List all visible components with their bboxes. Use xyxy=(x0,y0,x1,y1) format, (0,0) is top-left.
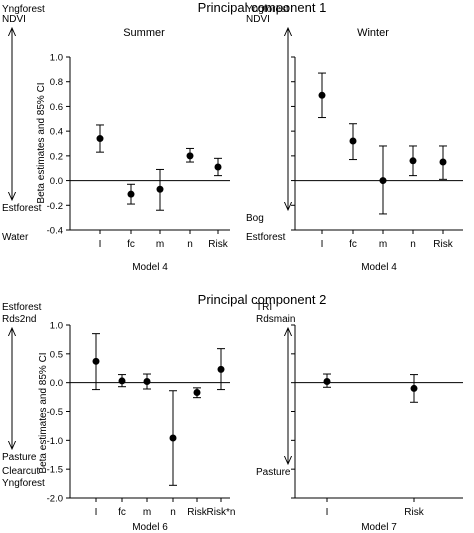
bottom-annotation: Estforest xyxy=(2,203,42,214)
y-tick-label: -0.4 xyxy=(47,226,63,237)
x-tick-label: fc xyxy=(349,239,357,250)
bottom-annotation: Yngforest xyxy=(2,478,45,489)
model-label: Model 4 xyxy=(361,262,397,273)
data-point xyxy=(214,163,222,171)
bottom-annotation: Pasture xyxy=(256,467,291,478)
panel-2: -2.0 -1.5 -1.0 -0.5 0.0 0.5 1.0 I fc m n Risk Risk*n… xyxy=(2,302,235,533)
x-tick-label: m xyxy=(379,239,387,250)
data-point xyxy=(169,434,177,442)
y-axis-label-bottom: Beta estimates and 85% CI xyxy=(38,352,49,473)
x-tick-label: I xyxy=(95,507,98,518)
y-tick-label: -1.5 xyxy=(47,465,63,476)
data-point xyxy=(439,158,447,166)
x-tick-label: Risk xyxy=(208,239,228,250)
bottom-annotation: Pasture xyxy=(2,452,37,463)
x-tick-label: fc xyxy=(127,239,135,250)
x-tick-label: n xyxy=(410,239,416,250)
y-tick-label: 0.5 xyxy=(50,349,63,360)
top-annotation: NDVI xyxy=(246,14,270,25)
section-title-pc1: Principal component 1 xyxy=(198,0,327,15)
y-tick-label: -0.5 xyxy=(47,407,63,418)
bottom-annotation: Bog xyxy=(246,213,264,224)
panel-title-summer: Summer xyxy=(123,27,165,39)
y-tick-label: 0.0 xyxy=(50,378,63,389)
bottom-annotation: Clearcut xyxy=(2,466,39,477)
bottom-annotation: Estforest xyxy=(246,232,286,243)
x-tick-label: Risk xyxy=(433,239,453,250)
y-tick-label: -1.0 xyxy=(47,436,63,447)
data-point xyxy=(349,137,357,145)
model-label: Model 6 xyxy=(132,522,168,533)
y-tick-label: -2.0 xyxy=(47,494,63,505)
top-annotation: TRI xyxy=(256,302,272,313)
y-tick-label: 0.4 xyxy=(50,127,63,138)
data-point xyxy=(409,157,417,165)
data-point xyxy=(118,377,126,385)
x-tick-label: m xyxy=(156,239,164,250)
data-point xyxy=(193,388,201,396)
x-tick-label: n xyxy=(170,507,176,518)
data-point xyxy=(410,384,418,392)
data-point xyxy=(156,185,164,193)
y-tick-label: 0.0 xyxy=(50,176,63,187)
y-tick-label: 0.2 xyxy=(50,151,63,162)
data-point xyxy=(143,378,151,386)
panel-title-winter: Winter xyxy=(357,27,389,39)
top-annotation: Yngforest xyxy=(246,4,289,15)
x-tick-label: I xyxy=(321,239,324,250)
top-annotation: NDVI xyxy=(2,14,26,25)
y-tick-label: 1.0 xyxy=(50,321,63,332)
y-tick-label: 0.6 xyxy=(50,102,63,113)
data-point xyxy=(217,365,225,373)
model-label: Model 7 xyxy=(361,522,397,533)
data-point xyxy=(186,152,194,160)
data-point xyxy=(96,135,104,143)
data-point xyxy=(379,177,387,185)
y-axis-label-top: Beta estimates and 85% CI xyxy=(36,82,47,203)
bottom-annotation: Water xyxy=(2,232,29,243)
model-label: Model 4 xyxy=(132,262,168,273)
y-tick-label: 0.8 xyxy=(50,77,63,88)
x-tick-label: Risk xyxy=(404,507,424,518)
x-tick-label: fc xyxy=(118,507,126,518)
data-point xyxy=(92,357,100,365)
data-point xyxy=(318,91,326,99)
x-tick-label: m xyxy=(143,507,151,518)
x-tick-label: Risk xyxy=(187,507,207,518)
top-annotation: Estforest xyxy=(2,302,42,313)
x-tick-label: I xyxy=(326,507,329,518)
x-tick-label: I xyxy=(99,239,102,250)
top-annotation: Yngforest xyxy=(2,4,45,15)
data-point xyxy=(323,378,331,386)
y-tick-label: -0.2 xyxy=(47,201,63,212)
x-tick-label: Risk*n xyxy=(207,507,236,518)
x-tick-label: n xyxy=(187,239,193,250)
section-title-pc2: Principal component 2 xyxy=(198,292,327,307)
panel-0: -0.4 -0.2 0.0 0.2 0.4 0.6 0.8 1.0 I fc m n Risk Model… xyxy=(2,4,230,273)
y-tick-label: 1.0 xyxy=(50,53,63,64)
top-annotation: Rdsmain xyxy=(256,314,295,325)
top-annotation: Rds2nd xyxy=(2,314,36,325)
data-point xyxy=(127,190,135,198)
